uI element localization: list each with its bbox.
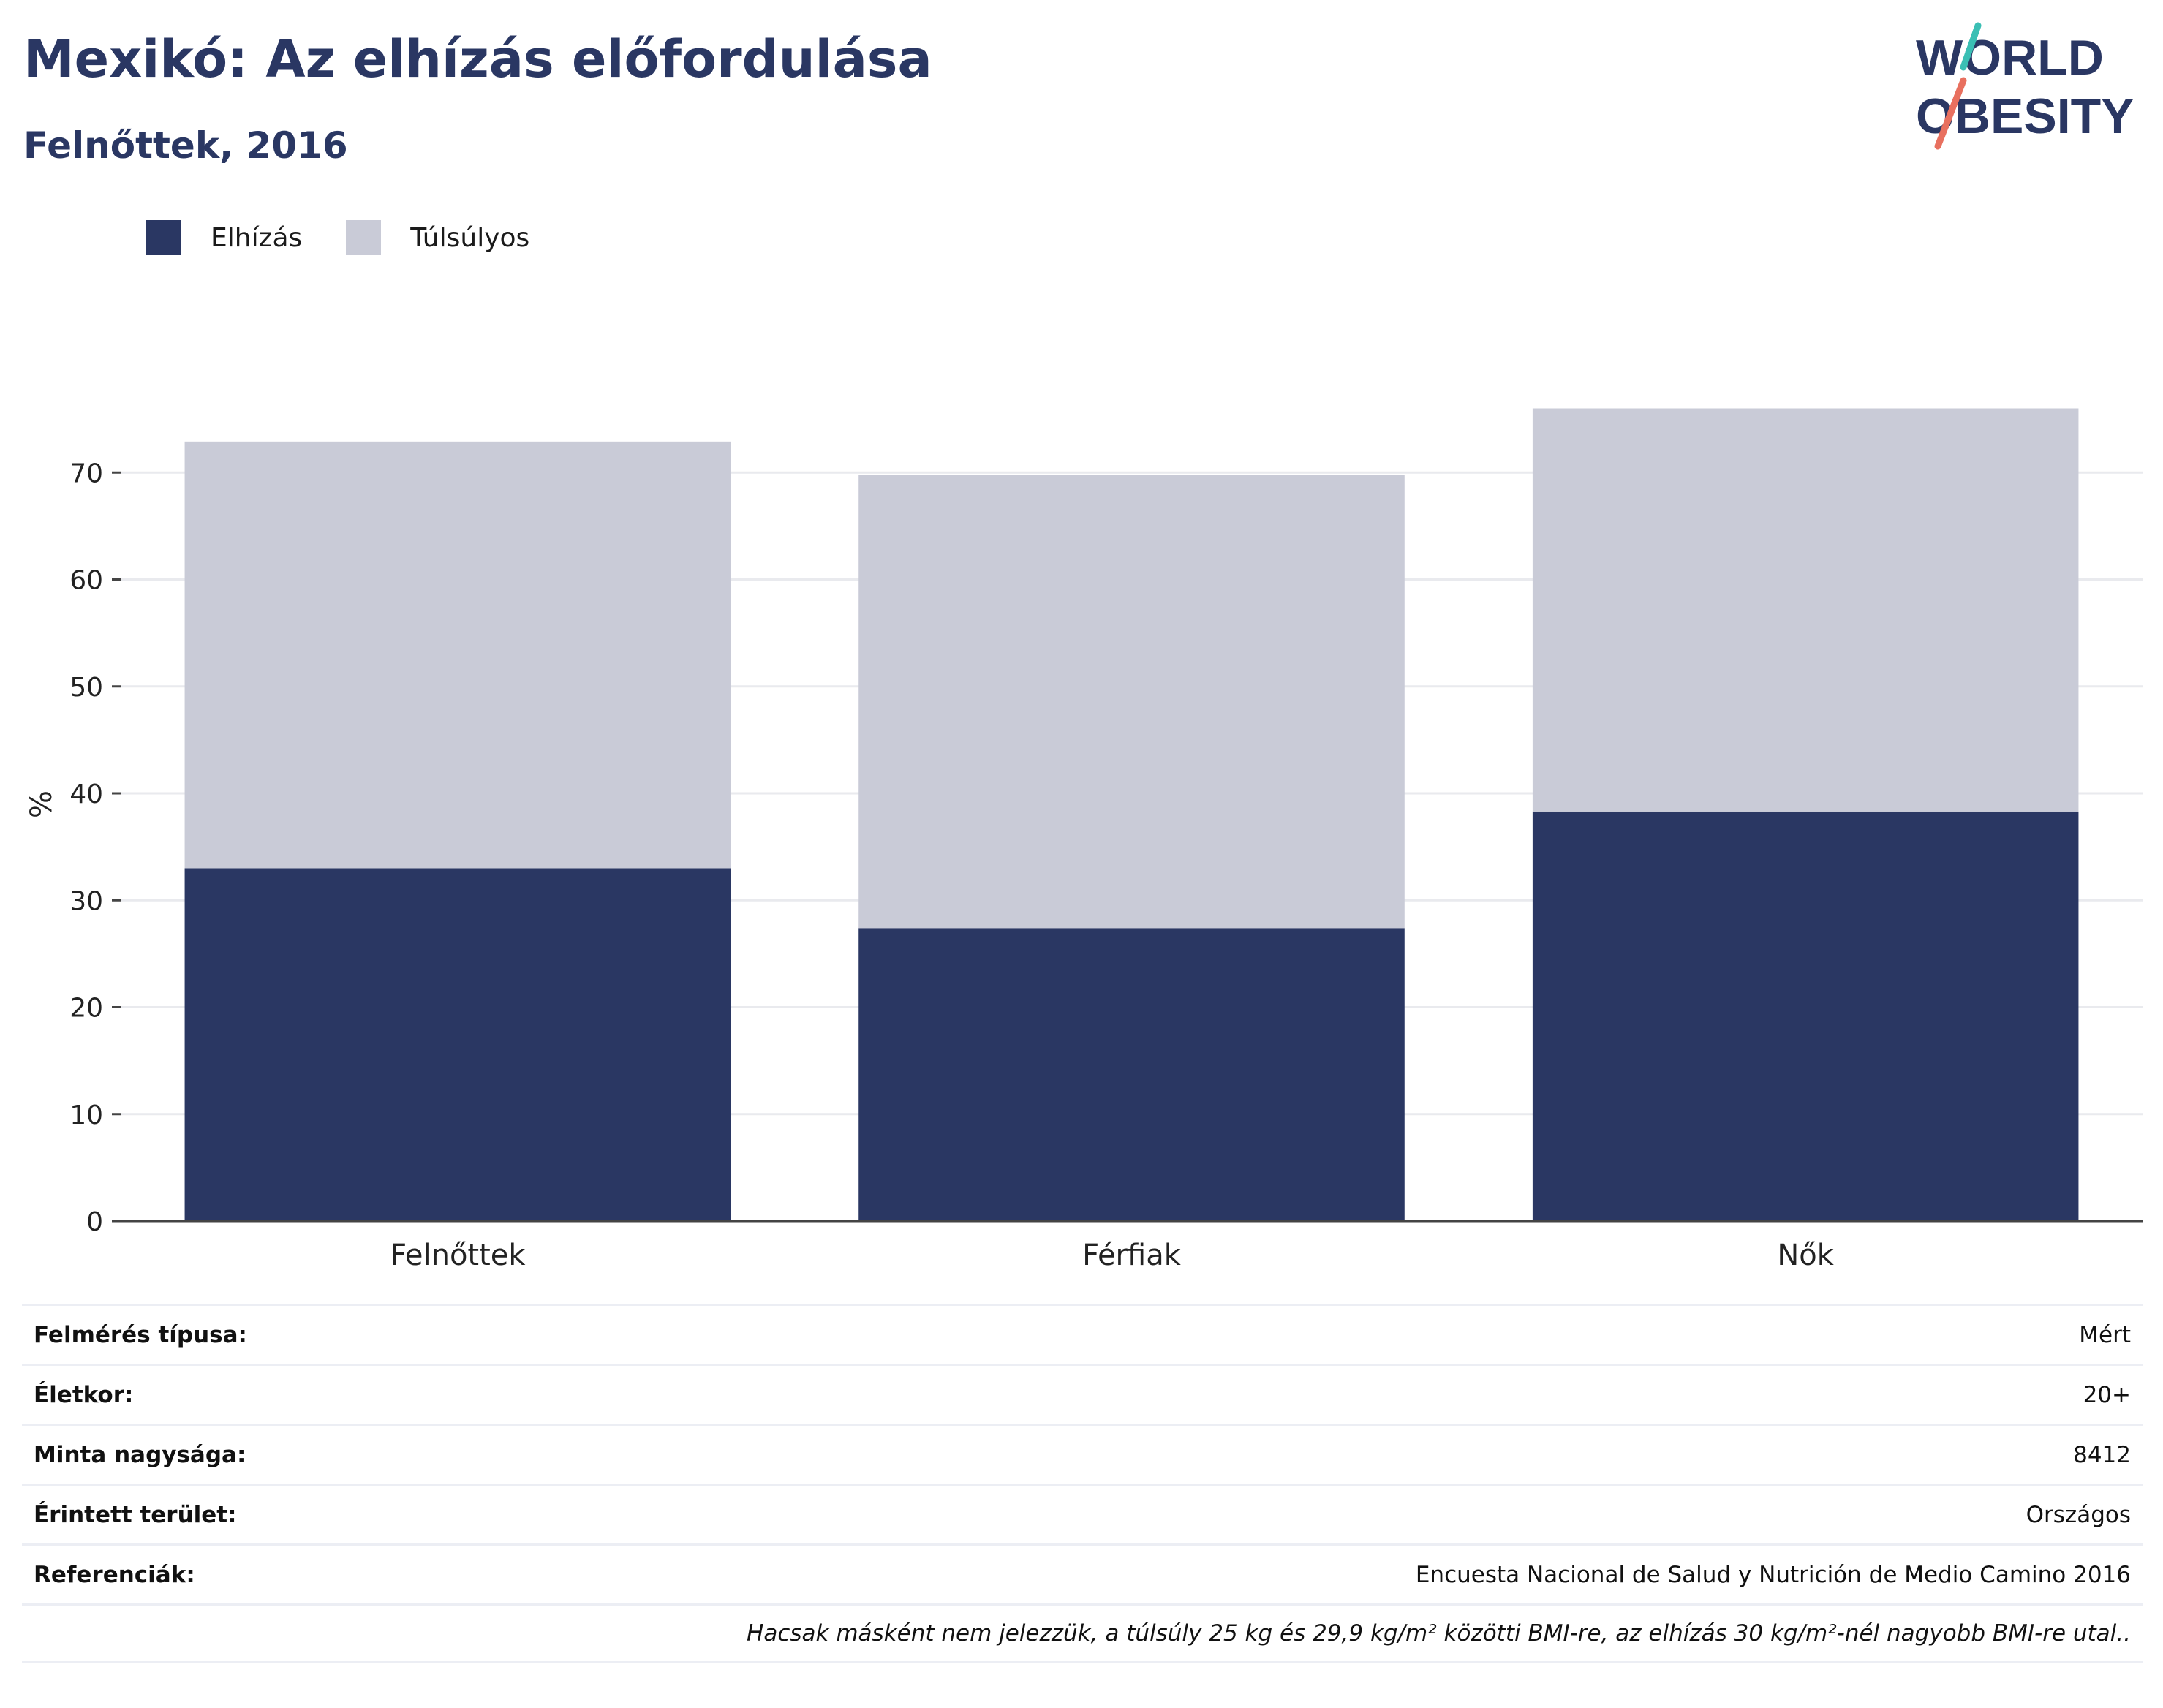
info-value: Encuesta Nacional de Salud y Nutrición d… bbox=[1415, 1561, 2131, 1588]
info-row-references: Referenciák: Encuesta Nacional de Salud … bbox=[22, 1543, 2143, 1603]
bar-obesity-1 bbox=[184, 868, 731, 1221]
survey-info-table: Felmérés típusa: Mért Életkor: 20+ Minta… bbox=[22, 1304, 2143, 1663]
chart-title: Mexikó: Az elhízás előfordulása bbox=[23, 29, 932, 89]
legend-item-overweight[interactable]: Túlsúlyos bbox=[346, 220, 529, 255]
y-tick-label: 50 bbox=[69, 673, 103, 703]
bar-overweight-2 bbox=[858, 475, 1405, 929]
info-row-survey-type: Felmérés típusa: Mért bbox=[22, 1304, 2143, 1364]
legend-item-obesity[interactable]: Elhízás bbox=[146, 220, 302, 255]
x-tick-label: Férfiak bbox=[1082, 1239, 1182, 1272]
y-tick-label: 60 bbox=[69, 566, 103, 596]
bars bbox=[184, 408, 2079, 1221]
y-tick-label: 30 bbox=[69, 886, 103, 916]
info-label: Felmérés típusa: bbox=[34, 1321, 247, 1348]
legend-label-obesity: Elhízás bbox=[211, 222, 303, 253]
bar-chart: 0 10 20 30 40 50 60 70% Felnőttek Férfiak Nők bbox=[25, 408, 2143, 1272]
info-label: Referenciák: bbox=[34, 1561, 195, 1588]
y-tick-label: 70 bbox=[69, 458, 103, 488]
info-value: 20+ bbox=[2083, 1381, 2131, 1408]
legend-label-overweight: Túlsúlyos bbox=[410, 222, 530, 253]
info-label: Érintett terület: bbox=[34, 1501, 237, 1528]
info-value: Országos bbox=[2026, 1501, 2131, 1528]
info-row-sample-size: Minta nagysága: 8412 bbox=[22, 1424, 2143, 1484]
world-obesity-logo: WORLD OBESITY bbox=[1916, 22, 2134, 150]
info-row-area: Érintett terület: Országos bbox=[22, 1484, 2143, 1543]
y-tick-label: 40 bbox=[69, 779, 103, 809]
y-tick-label: 10 bbox=[69, 1100, 103, 1130]
chart-legend: Elhízás Túlsúlyos bbox=[146, 216, 573, 260]
y-tick-label: 0 bbox=[86, 1207, 103, 1237]
chart-subtitle: Felnőttek, 2016 bbox=[23, 124, 348, 167]
info-value: 8412 bbox=[2073, 1441, 2131, 1468]
svg-text:WORLD: WORLD bbox=[1916, 30, 2104, 86]
info-label: Életkor: bbox=[34, 1381, 134, 1408]
x-tick-label: Nők bbox=[1777, 1239, 1834, 1272]
info-row-note: Hacsak másként nem jelezzük, a túlsúly 2… bbox=[22, 1603, 2143, 1663]
y-tick-label: 20 bbox=[69, 994, 103, 1024]
legend-swatch-obesity bbox=[146, 220, 181, 255]
definition-note: Hacsak másként nem jelezzük, a túlsúly 2… bbox=[747, 1620, 2131, 1647]
bar-obesity-3 bbox=[1532, 811, 2079, 1221]
legend-swatch-overweight bbox=[346, 220, 382, 255]
x-tick-label: Felnőttek bbox=[390, 1239, 526, 1272]
bar-overweight-1 bbox=[184, 441, 731, 869]
bar-overweight-3 bbox=[1532, 408, 2079, 812]
axes: 0 10 20 30 40 50 60 70% Felnőttek Férfiak Nők bbox=[25, 458, 2143, 1272]
bar-obesity-2 bbox=[858, 928, 1405, 1221]
info-value: Mért bbox=[2079, 1321, 2131, 1348]
info-label: Minta nagysága: bbox=[34, 1441, 246, 1468]
y-axis-label: % bbox=[25, 790, 58, 818]
info-row-age: Életkor: 20+ bbox=[22, 1364, 2143, 1424]
